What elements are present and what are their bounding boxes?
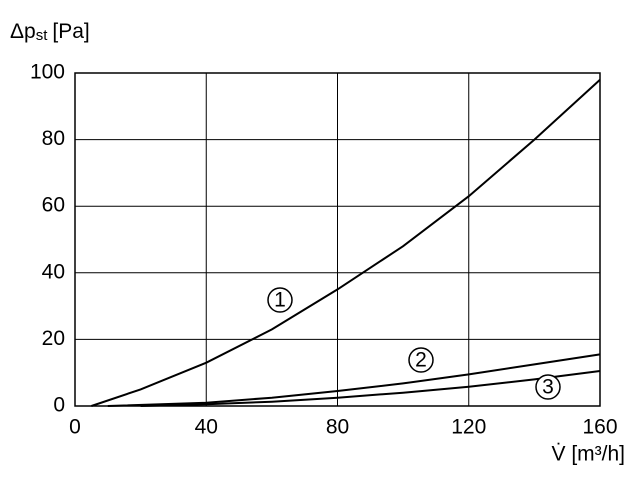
y-label-sub: st <box>36 27 49 44</box>
curve-label-circle <box>535 374 561 400</box>
x-tick-label: 160 <box>582 416 617 439</box>
curve <box>91 78 601 407</box>
x-tick-label: 80 <box>326 416 349 439</box>
y-label-main: Δp <box>10 20 36 43</box>
y-tick-label: 100 <box>30 61 65 84</box>
plot-frame <box>74 72 601 407</box>
curve <box>107 353 601 407</box>
curve <box>140 370 601 407</box>
curve-label: 2 <box>415 349 427 372</box>
x-tick-label: 120 <box>451 416 486 439</box>
curve-label: 3 <box>542 376 554 399</box>
curve-label: 1 <box>274 289 286 312</box>
curve-label-circle <box>267 287 293 313</box>
curve-label-circle <box>408 347 434 373</box>
x-tick-label: 0 <box>69 416 81 439</box>
y-tick-label: 40 <box>42 260 65 283</box>
y-label-unit: [Pa] <box>52 20 89 43</box>
y-tick-label: 60 <box>42 194 65 217</box>
y-axis-label: Δpst [Pa] <box>10 20 90 44</box>
x-axis-label: V̇ [m³/h] <box>551 443 625 466</box>
y-tick-label: 80 <box>42 127 65 150</box>
y-tick-label: 0 <box>53 394 65 417</box>
x-tick-label: 40 <box>195 416 218 439</box>
y-tick-label: 20 <box>42 327 65 350</box>
